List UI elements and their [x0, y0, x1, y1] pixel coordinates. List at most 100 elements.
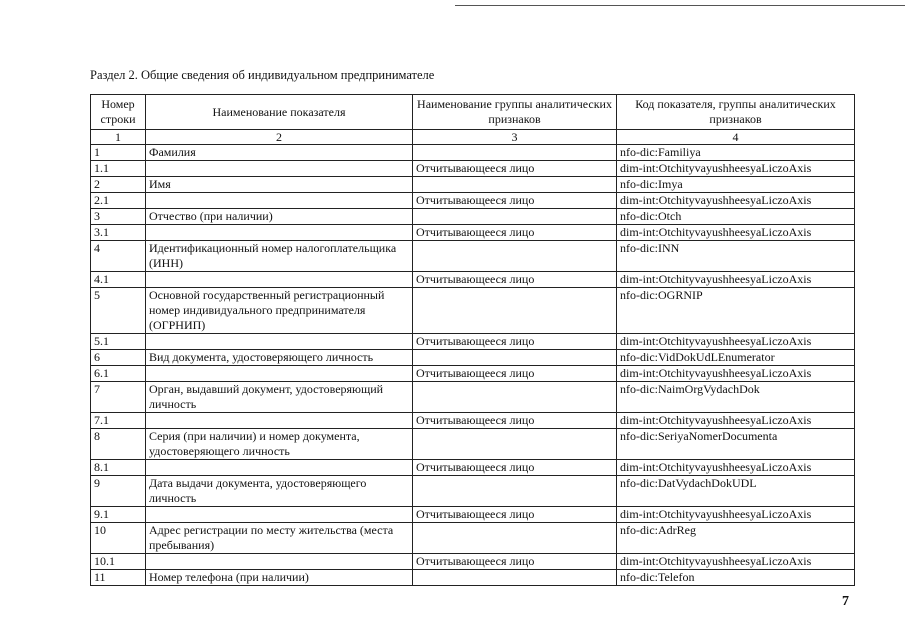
indicators-table: Номер строки Наименование показателя Наи… — [90, 94, 855, 586]
column-header: Код показателя, группы аналитических при… — [616, 94, 855, 130]
indicator-name: Орган, выдавший документ, удостоверяющий… — [145, 381, 413, 413]
group-name — [412, 569, 617, 586]
table-row: 7 Орган, выдавший документ, удостоверяющи… — [90, 381, 855, 413]
indicator-code: dim-int:OtchityvayushheesyaLiczoAxis — [616, 412, 855, 429]
indicator-name — [145, 553, 413, 570]
section-title: Раздел 2. Общие сведения об индивидуальн… — [90, 68, 435, 82]
table-row: 8.1 Отчитывающееся лицо dim-int:Otchityvay… — [90, 459, 855, 476]
page-number: 7 — [842, 594, 849, 609]
group-name: Отчитывающееся лицо — [412, 412, 617, 429]
table-row: 3.1 Отчитывающееся лицо dim-int:Otchityvay… — [90, 224, 855, 241]
indicator-code: nfo-dic:Otch — [616, 208, 855, 225]
column-header: Наименование показателя — [145, 94, 413, 130]
row-number: 3 — [90, 208, 146, 225]
table-row: 11 Номер телефона (при наличии) nfo-dic:Te… — [90, 569, 855, 586]
indicator-name — [145, 365, 413, 382]
table-row: 5 Основной государственный регистрационны… — [90, 287, 855, 334]
indicator-code: nfo-dic:Telefon — [616, 569, 855, 586]
row-number: 11 — [90, 569, 146, 586]
row-number: 7.1 — [90, 412, 146, 429]
indicator-code: nfo-dic:Familiya — [616, 144, 855, 161]
indicator-code: dim-int:OtchityvayushheesyaLiczoAxis — [616, 224, 855, 241]
row-number: 8 — [90, 428, 146, 460]
indicator-code: dim-int:OtchityvayushheesyaLiczoAxis — [616, 271, 855, 288]
indicator-code: dim-int:OtchityvayushheesyaLiczoAxis — [616, 365, 855, 382]
table-row: 7.1 Отчитывающееся лицо dim-int:Otchityvay… — [90, 412, 855, 429]
table-row: 6 Вид документа, удостоверяющего личность… — [90, 349, 855, 366]
indicator-code: nfo-dic:AdrReg — [616, 522, 855, 554]
indicator-name: Вид документа, удостоверяющего личность — [145, 349, 413, 366]
column-header: Номер строки — [90, 94, 146, 130]
indicator-name — [145, 506, 413, 523]
table-row: 6.1 Отчитывающееся лицо dim-int:Otchityvay… — [90, 365, 855, 382]
row-number: 3.1 — [90, 224, 146, 241]
group-name — [412, 240, 617, 272]
group-name — [412, 428, 617, 460]
table-row: 8 Серия (при наличии) и номер документа, … — [90, 428, 855, 460]
indicator-code: nfo-dic:VidDokUdLEnumerator — [616, 349, 855, 366]
row-number: 6.1 — [90, 365, 146, 382]
table-row: 9 Дата выдачи документа, удостоверяющего … — [90, 475, 855, 507]
indicator-name: Фамилия — [145, 144, 413, 161]
indicator-name: Отчество (при наличии) — [145, 208, 413, 225]
group-name: Отчитывающееся лицо — [412, 553, 617, 570]
group-name — [412, 287, 617, 334]
row-number: 9 — [90, 475, 146, 507]
column-number: 2 — [145, 129, 413, 145]
row-number: 7 — [90, 381, 146, 413]
indicator-name: Адрес регистрации по месту жительства (м… — [145, 522, 413, 554]
table-row: 4 Идентификационный номер налогоплательщи… — [90, 240, 855, 272]
row-number: 1.1 — [90, 160, 146, 177]
indicator-name — [145, 192, 413, 209]
table-row: 2 Имя nfo-dic:Imya — [90, 176, 855, 193]
table-row: 3 Отчество (при наличии) nfo-dic:Otch — [90, 208, 855, 225]
group-name — [412, 522, 617, 554]
table-row: 9.1 Отчитывающееся лицо dim-int:Otchityvay… — [90, 506, 855, 523]
row-number: 8.1 — [90, 459, 146, 476]
table-row: 2.1 Отчитывающееся лицо dim-int:Otchityvay… — [90, 192, 855, 209]
indicator-code: nfo-dic:Imya — [616, 176, 855, 193]
column-number: 3 — [412, 129, 617, 145]
row-number: 2.1 — [90, 192, 146, 209]
table-row: 1 Фамилия nfo-dic:Familiya — [90, 144, 855, 161]
row-number: 4 — [90, 240, 146, 272]
column-number: 4 — [616, 129, 855, 145]
row-number: 1 — [90, 144, 146, 161]
indicator-code: dim-int:OtchityvayushheesyaLiczoAxis — [616, 506, 855, 523]
indicator-name — [145, 271, 413, 288]
indicator-name: Серия (при наличии) и номер документа, у… — [145, 428, 413, 460]
table-row: 4.1 Отчитывающееся лицо dim-int:Otchityvay… — [90, 271, 855, 288]
table-row: 5.1 Отчитывающееся лицо dim-int:Otchityvay… — [90, 333, 855, 350]
row-number: 10 — [90, 522, 146, 554]
group-name — [412, 381, 617, 413]
row-number: 9.1 — [90, 506, 146, 523]
table-row: 10 Адрес регистрации по месту жительства … — [90, 522, 855, 554]
row-number: 10.1 — [90, 553, 146, 570]
row-number: 5.1 — [90, 333, 146, 350]
group-name — [412, 208, 617, 225]
group-name: Отчитывающееся лицо — [412, 506, 617, 523]
indicator-code: nfo-dic:OGRNIP — [616, 287, 855, 334]
group-name: Отчитывающееся лицо — [412, 271, 617, 288]
row-number: 4.1 — [90, 271, 146, 288]
group-name — [412, 475, 617, 507]
indicator-code: nfo-dic:DatVydachDokUDL — [616, 475, 855, 507]
column-number-row: 1 2 3 4 — [90, 129, 855, 145]
indicator-name: Идентификационный номер налогоплательщик… — [145, 240, 413, 272]
column-header: Наименование группы аналитических призна… — [412, 94, 617, 130]
group-name: Отчитывающееся лицо — [412, 365, 617, 382]
indicator-code: dim-int:OtchityvayushheesyaLiczoAxis — [616, 553, 855, 570]
group-name: Отчитывающееся лицо — [412, 459, 617, 476]
indicator-name — [145, 459, 413, 476]
group-name: Отчитывающееся лицо — [412, 160, 617, 177]
row-number: 2 — [90, 176, 146, 193]
indicator-name: Номер телефона (при наличии) — [145, 569, 413, 586]
group-name — [412, 349, 617, 366]
table-row: 10.1 Отчитывающееся лицо dim-int:Otchityva… — [90, 553, 855, 570]
header-row: Номер строки Наименование показателя Наи… — [90, 94, 855, 130]
column-number: 1 — [90, 129, 146, 145]
indicator-code: dim-int:OtchityvayushheesyaLiczoAxis — [616, 333, 855, 350]
indicator-code: dim-int:OtchityvayushheesyaLiczoAxis — [616, 459, 855, 476]
indicator-code: dim-int:OtchityvayushheesyaLiczoAxis — [616, 160, 855, 177]
